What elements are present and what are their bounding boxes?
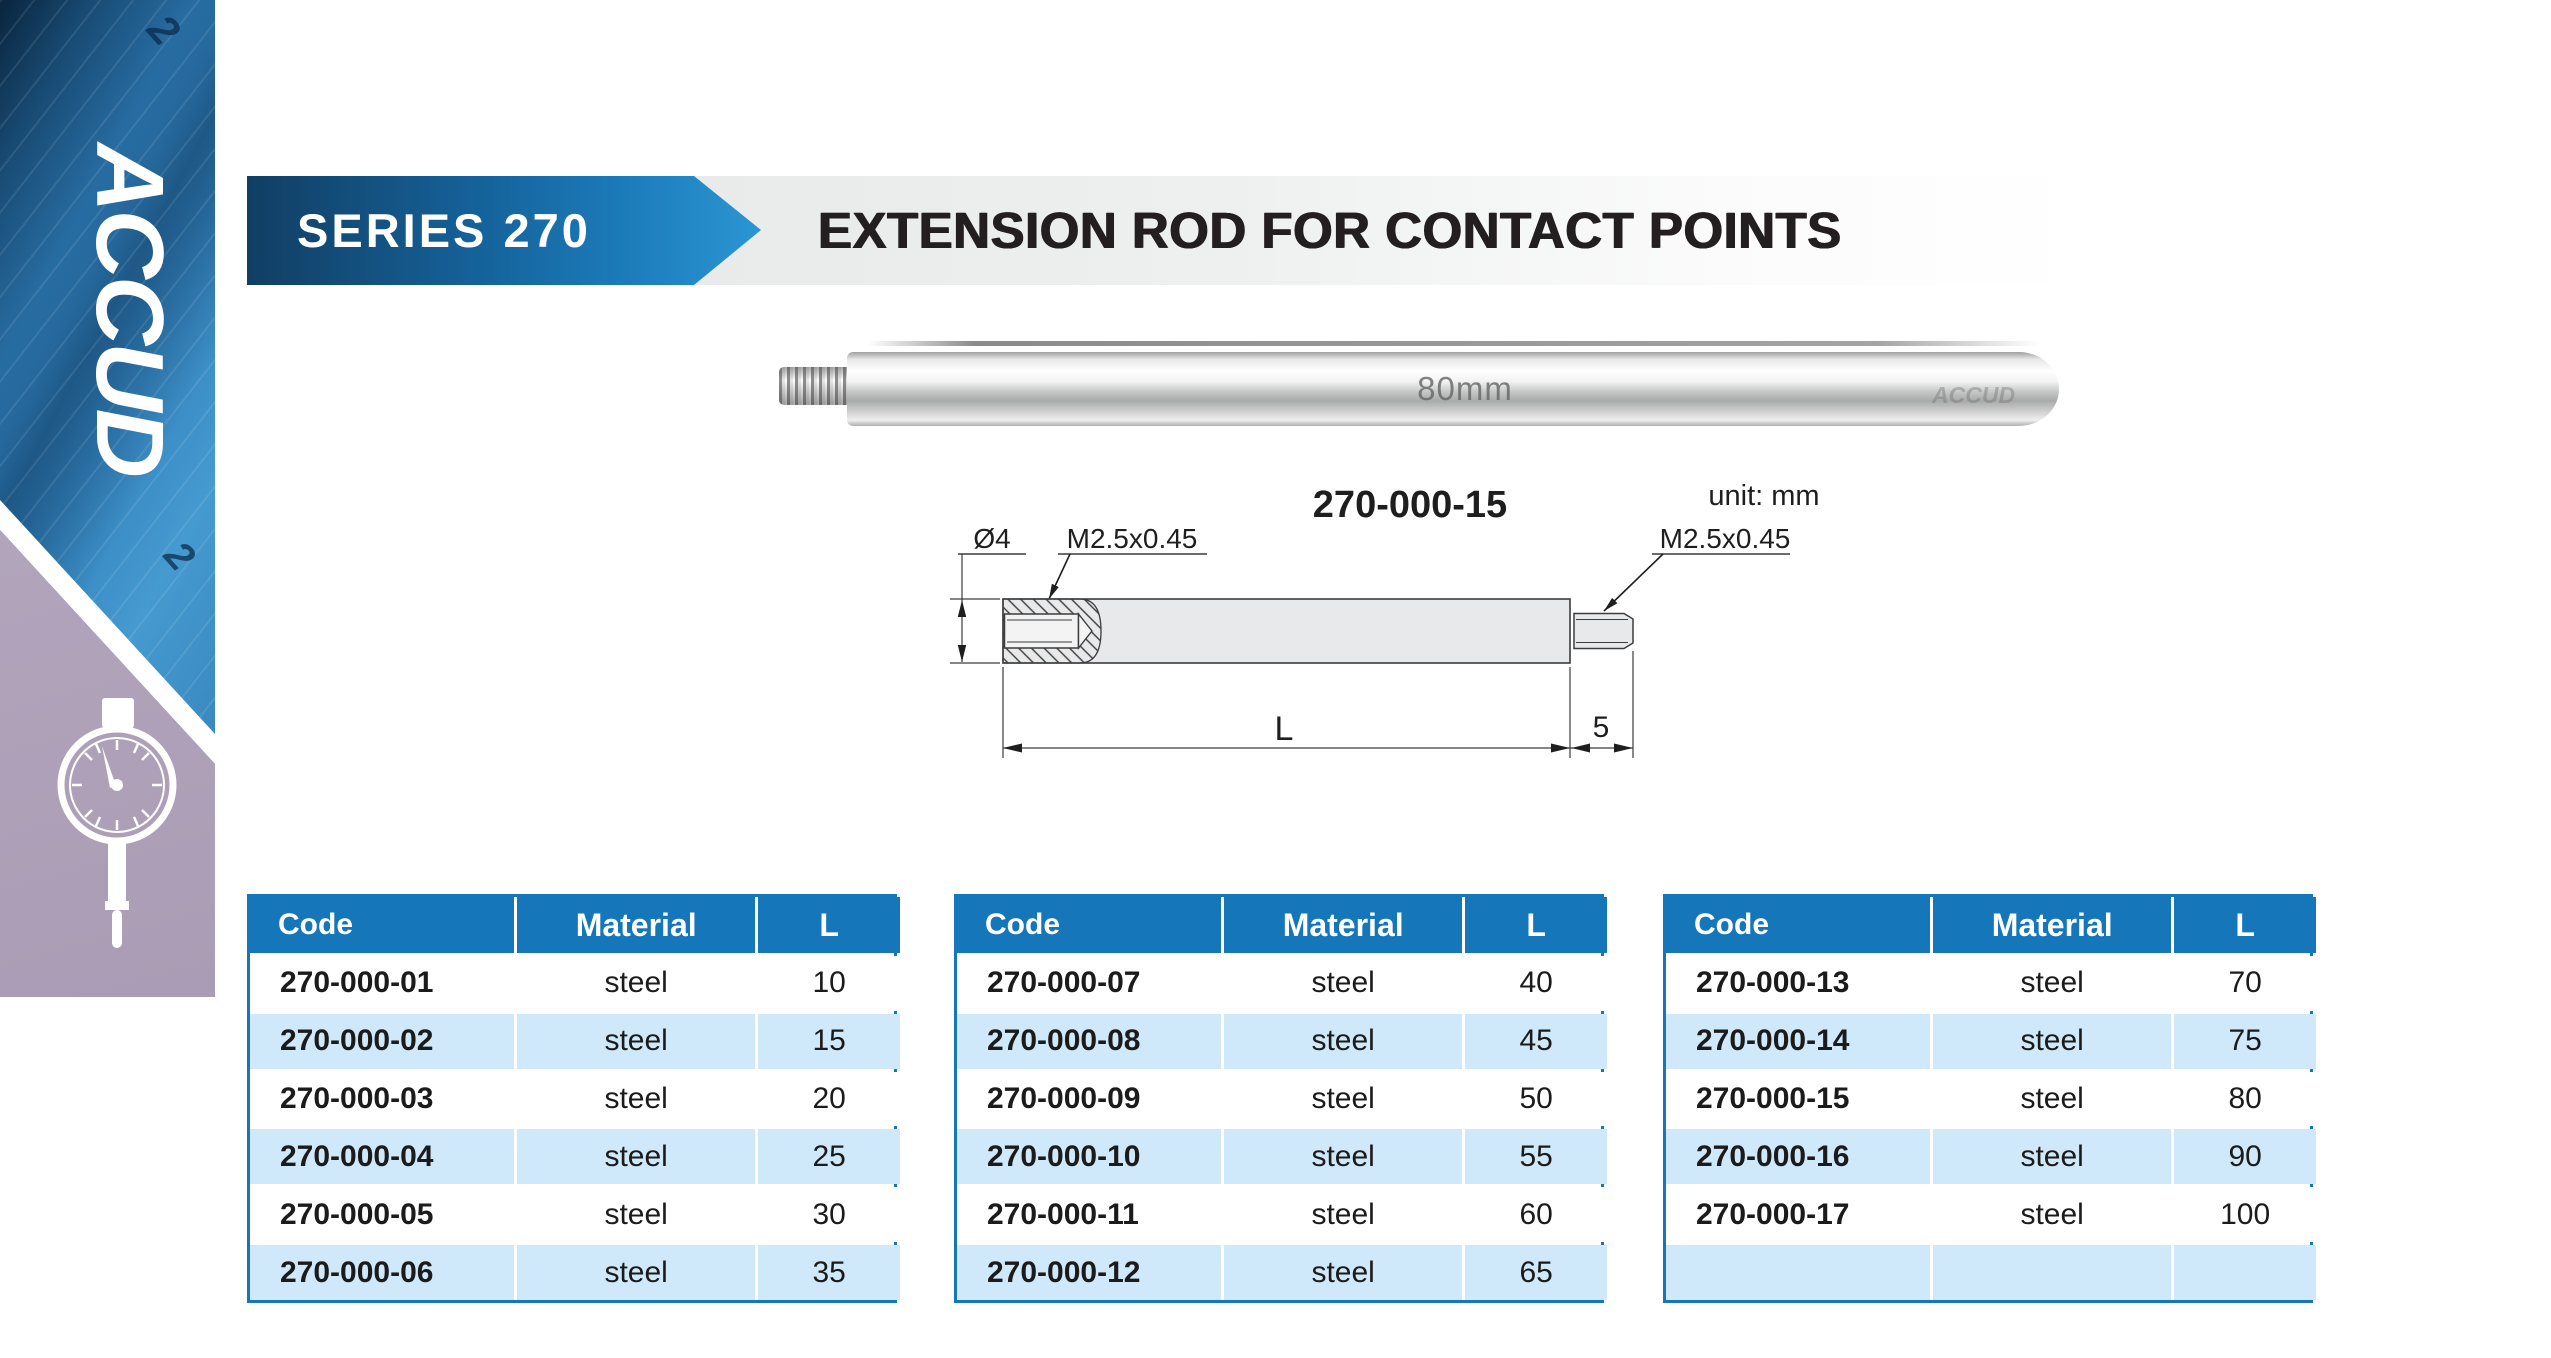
code-cell: 270-000-06 bbox=[250, 1245, 515, 1300]
rod-brand-engraving: ACCUD bbox=[1932, 382, 2016, 408]
material-cell: steel bbox=[517, 956, 756, 1011]
drawing-thread-label-right: M2.5x0.45 bbox=[1660, 523, 1791, 554]
material-cell bbox=[1933, 1245, 2172, 1300]
code-cell: 270-000-17 bbox=[1666, 1187, 1931, 1243]
column-header: Material bbox=[517, 897, 756, 953]
drawing-diameter-label: Ø4 bbox=[973, 523, 1010, 554]
material-cell: steel bbox=[1933, 1013, 2172, 1069]
rod-threaded-tip bbox=[779, 367, 849, 405]
length-cell: 25 bbox=[758, 1129, 900, 1185]
column-header: Material bbox=[1224, 897, 1463, 953]
code-cell: 270-000-13 bbox=[1666, 956, 1931, 1011]
length-cell: 55 bbox=[1465, 1129, 1607, 1185]
column-header: L bbox=[1465, 897, 1607, 953]
code-cell: 270-000-16 bbox=[1666, 1129, 1931, 1185]
material-cell: steel bbox=[1224, 1013, 1463, 1069]
length-cell: 30 bbox=[758, 1187, 900, 1243]
length-cell: 45 bbox=[1465, 1013, 1607, 1069]
column-header: Code bbox=[957, 897, 1222, 953]
length-cell: 65 bbox=[1465, 1245, 1607, 1300]
column-header: L bbox=[758, 897, 900, 953]
spec-table-1: Code Material L 270-000-01 steel 10 270-000-02… bbox=[247, 894, 900, 1303]
code-cell: 270-000-12 bbox=[957, 1245, 1222, 1300]
length-cell: 50 bbox=[1465, 1071, 1607, 1127]
material-cell: steel bbox=[517, 1245, 756, 1300]
material-cell: steel bbox=[517, 1071, 756, 1127]
length-cell: 40 bbox=[1465, 956, 1607, 1011]
series-label: SERIES 270 bbox=[297, 204, 591, 257]
column-header: Code bbox=[1666, 897, 1931, 953]
material-cell: steel bbox=[1224, 956, 1463, 1011]
length-cell: 10 bbox=[758, 956, 900, 1011]
drawing-model-label: 270-000-15 bbox=[1313, 484, 1507, 526]
code-cell: 270-000-10 bbox=[957, 1129, 1222, 1185]
code-cell: 270-000-03 bbox=[250, 1071, 515, 1127]
rod-photo-highlight bbox=[868, 341, 2040, 346]
spec-table-3: Code Material L 270-000-13 steel 70 270-000-14… bbox=[1663, 894, 2316, 1303]
code-cell: 270-000-05 bbox=[250, 1187, 515, 1243]
header-gray-band bbox=[600, 176, 2160, 285]
page-title: EXTENSION ROD FOR CONTACT POINTS bbox=[818, 202, 1842, 259]
rod-photo bbox=[847, 352, 2059, 426]
drawing-length-label: L bbox=[1275, 710, 1294, 748]
material-cell: steel bbox=[1224, 1071, 1463, 1127]
length-cell: 20 bbox=[758, 1071, 900, 1127]
material-cell: steel bbox=[1933, 1071, 2172, 1127]
accud-logo: ACCUD bbox=[76, 143, 183, 475]
length-cell: 60 bbox=[1465, 1187, 1607, 1243]
dial-indicator-icon bbox=[57, 698, 177, 948]
length-cell: 100 bbox=[2174, 1187, 2316, 1243]
length-cell: 75 bbox=[2174, 1013, 2316, 1069]
material-cell: steel bbox=[1933, 1129, 2172, 1185]
rod-size-engraving: 80mm bbox=[1417, 370, 1513, 407]
code-cell: 270-000-08 bbox=[957, 1013, 1222, 1069]
drawing-stud-length-label: 5 bbox=[1593, 711, 1610, 744]
code-cell: 270-000-04 bbox=[250, 1129, 515, 1185]
code-cell: 270-000-07 bbox=[957, 956, 1222, 1011]
code-cell: 270-000-02 bbox=[250, 1013, 515, 1069]
material-cell: steel bbox=[1933, 956, 2172, 1011]
length-cell: 70 bbox=[2174, 956, 2316, 1011]
length-cell: 35 bbox=[758, 1245, 900, 1300]
length-cell: 80 bbox=[2174, 1071, 2316, 1127]
code-cell bbox=[1666, 1245, 1931, 1300]
code-cell: 270-000-09 bbox=[957, 1071, 1222, 1127]
code-cell: 270-000-01 bbox=[250, 956, 515, 1011]
drawing-thread-label-left: M2.5x0.45 bbox=[1067, 523, 1198, 554]
column-header: Material bbox=[1933, 897, 2172, 953]
material-cell: steel bbox=[1224, 1245, 1463, 1300]
material-cell: steel bbox=[517, 1013, 756, 1069]
length-cell: 90 bbox=[2174, 1129, 2316, 1185]
spec-table-2: Code Material L 270-000-07 steel 40 270-000-08… bbox=[954, 894, 1607, 1303]
series-banner: SERIES 270 bbox=[247, 176, 761, 285]
length-cell bbox=[2174, 1245, 2316, 1300]
drawing-unit-label: unit: mm bbox=[1708, 480, 1819, 512]
material-cell: steel bbox=[1224, 1129, 1463, 1185]
material-cell: steel bbox=[517, 1129, 756, 1185]
sidebar-photo-background: 2 2 ACCUD bbox=[0, 0, 215, 997]
code-cell: 270-000-15 bbox=[1666, 1071, 1931, 1127]
material-cell: steel bbox=[517, 1187, 756, 1243]
code-cell: 270-000-14 bbox=[1666, 1013, 1931, 1069]
material-cell: steel bbox=[1224, 1187, 1463, 1243]
code-cell: 270-000-11 bbox=[957, 1187, 1222, 1243]
technical-drawing: 270-000-15 unit: mm Ø4 M2.5x0.45 M2.5x0.… bbox=[950, 480, 1820, 758]
column-header: Code bbox=[250, 897, 515, 953]
length-cell: 15 bbox=[758, 1013, 900, 1069]
material-cell: steel bbox=[1933, 1187, 2172, 1243]
column-header: L bbox=[2174, 897, 2316, 953]
